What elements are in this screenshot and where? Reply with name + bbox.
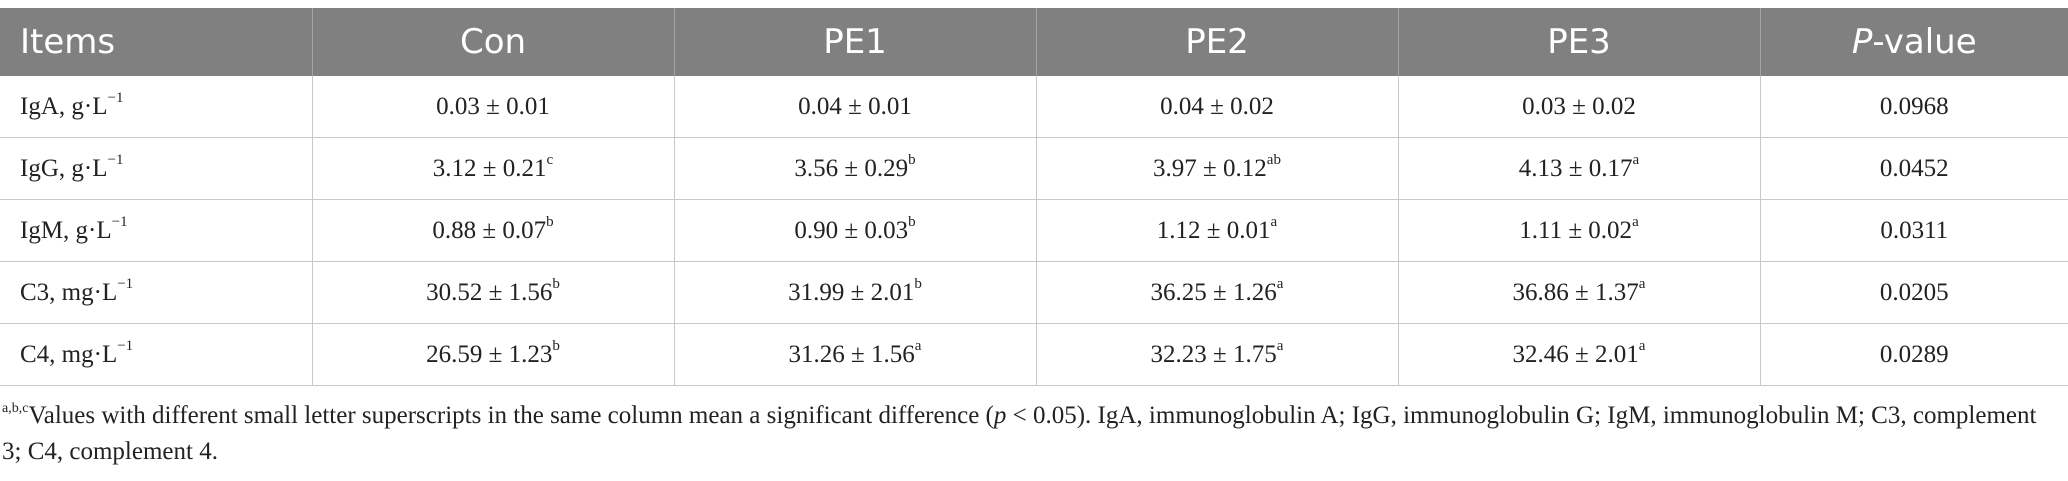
table-row: IgM, g·L−1 0.88 ± 0.07b 0.90 ± 0.03b 1.1… xyxy=(0,199,2068,262)
cell-pe3: 36.86 ± 1.37a xyxy=(1398,261,1761,324)
table-row: C3, mg·L−1 30.52 ± 1.56b 31.99 ± 2.01b 3… xyxy=(0,261,2068,324)
row-item: IgG, g·L−1 xyxy=(0,137,313,200)
cell-pe2: 32.23 ± 1.75a xyxy=(1036,323,1399,386)
table-row: IgG, g·L−1 3.12 ± 0.21c 3.56 ± 0.29b 3.9… xyxy=(0,137,2068,200)
footnote-superscript: a,b,c xyxy=(2,400,29,416)
cell-p-value: 0.0289 xyxy=(1760,323,2068,386)
header-p-value: P-value xyxy=(1760,8,2068,76)
table-row: C4, mg·L−1 26.59 ± 1.23b 31.26 ± 1.56a 3… xyxy=(0,323,2068,386)
cell-pe2: 36.25 ± 1.26a xyxy=(1036,261,1399,324)
footnote-p-italic: p xyxy=(993,402,1007,429)
cell-con: 0.88 ± 0.07b xyxy=(312,199,675,262)
cell-pe3: 4.13 ± 0.17a xyxy=(1398,137,1761,200)
cell-con: 0.03 ± 0.01 xyxy=(312,76,675,138)
cell-con: 3.12 ± 0.21c xyxy=(312,137,675,200)
header-pe2: PE2 xyxy=(1036,8,1399,76)
cell-p-value: 0.0205 xyxy=(1760,261,2068,324)
table-row: IgA, g·L−1 0.03 ± 0.01 0.04 ± 0.01 0.04 … xyxy=(0,76,2068,138)
header-con: Con xyxy=(312,8,675,76)
table-footnote: a,b,cValues with different small letter … xyxy=(0,398,2052,470)
cell-con: 30.52 ± 1.56b xyxy=(312,261,675,324)
cell-p-value: 0.0311 xyxy=(1760,199,2068,262)
table-container: Items Con PE1 PE2 PE3 P-value IgA, g·L−1… xyxy=(0,8,2068,470)
footnote-text-1: Values with different small letter super… xyxy=(28,402,994,429)
cell-pe3: 0.03 ± 0.02 xyxy=(1398,76,1761,138)
cell-pe3: 1.11 ± 0.02a xyxy=(1398,199,1761,262)
cell-con: 26.59 ± 1.23b xyxy=(312,323,675,386)
header-pe1: PE1 xyxy=(674,8,1037,76)
row-item: C3, mg·L−1 xyxy=(0,261,313,324)
cell-pe3: 32.46 ± 2.01a xyxy=(1398,323,1761,386)
cell-pe2: 1.12 ± 0.01a xyxy=(1036,199,1399,262)
cell-p-value: 0.0452 xyxy=(1760,137,2068,200)
cell-pe1: 31.26 ± 1.56a xyxy=(674,323,1037,386)
cell-pe1: 31.99 ± 2.01b xyxy=(674,261,1037,324)
cell-pe1: 0.90 ± 0.03b xyxy=(674,199,1037,262)
row-item: C4, mg·L−1 xyxy=(0,323,313,386)
immunoglobulin-table: Items Con PE1 PE2 PE3 P-value IgA, g·L−1… xyxy=(0,8,2068,386)
row-item: IgA, g·L−1 xyxy=(0,76,313,138)
cell-p-value: 0.0968 xyxy=(1760,76,2068,138)
cell-pe1: 0.04 ± 0.01 xyxy=(674,76,1037,138)
cell-pe2: 3.97 ± 0.12ab xyxy=(1036,137,1399,200)
header-items: Items xyxy=(0,8,313,76)
cell-pe2: 0.04 ± 0.02 xyxy=(1036,76,1399,138)
header-row: Items Con PE1 PE2 PE3 P-value xyxy=(0,8,2068,76)
cell-pe1: 3.56 ± 0.29b xyxy=(674,137,1037,200)
row-item: IgM, g·L−1 xyxy=(0,199,313,262)
footnote-text-2: < 0.05). IgA, immunoglobulin A; IgG, imm… xyxy=(2,402,2037,465)
header-pe3: PE3 xyxy=(1398,8,1761,76)
